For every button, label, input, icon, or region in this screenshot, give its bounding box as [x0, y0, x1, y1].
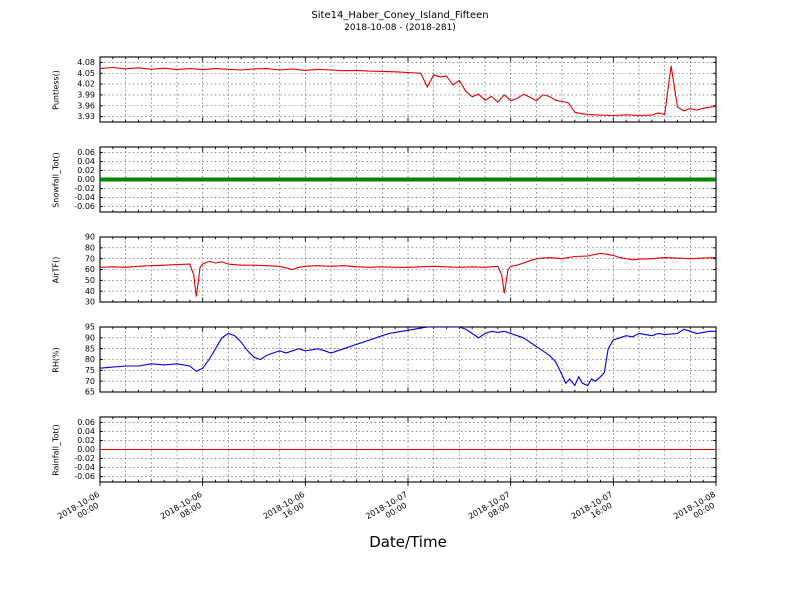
svg-text:95: 95: [85, 323, 95, 332]
svg-text:85: 85: [85, 344, 95, 353]
svg-text:2018-10-0708:00: 2018-10-0708:00: [467, 490, 516, 529]
svg-text:70: 70: [85, 254, 95, 263]
svg-text:3.96: 3.96: [77, 101, 95, 110]
svg-text:2018-10-0600:00: 2018-10-0600:00: [56, 490, 105, 529]
svg-text:50: 50: [85, 276, 95, 285]
svg-text:-0.06: -0.06: [74, 202, 95, 211]
svg-text:4.05: 4.05: [77, 69, 95, 78]
svg-text:90: 90: [85, 233, 95, 242]
svg-text:2018-10-0716:00: 2018-10-0716:00: [570, 490, 619, 529]
svg-text:0.02: 0.02: [77, 166, 95, 175]
svg-text:60: 60: [85, 265, 95, 274]
svg-text:2018-10-0616:00: 2018-10-0616:00: [262, 490, 311, 529]
svg-text:2018-10-0800:00: 2018-10-0800:00: [672, 490, 721, 529]
svg-text:0.00: 0.00: [77, 175, 95, 184]
svg-text:40: 40: [85, 287, 95, 296]
svg-text:0.06: 0.06: [77, 148, 95, 157]
svg-text:90: 90: [85, 333, 95, 342]
svg-text:-0.02: -0.02: [74, 184, 95, 193]
svg-text:0.02: 0.02: [77, 436, 95, 445]
svg-text:-0.04: -0.04: [74, 193, 95, 202]
svg-text:75: 75: [85, 366, 95, 375]
chart-subtitle: 2018-10-08 - (2018-281): [344, 23, 456, 33]
svg-text:0.04: 0.04: [77, 427, 95, 436]
svg-text:0.04: 0.04: [77, 157, 95, 166]
svg-text:2018-10-0608:00: 2018-10-0608:00: [159, 490, 208, 529]
svg-text:4.02: 4.02: [77, 80, 95, 89]
chart-title: Site14_Haber_Coney_Island_Fifteen: [311, 10, 489, 21]
x-axis-title: Date/Time: [369, 533, 447, 551]
svg-text:2018-10-0700:00: 2018-10-0700:00: [364, 490, 413, 529]
svg-text:-0.02: -0.02: [74, 454, 95, 463]
svg-text:-0.06: -0.06: [74, 472, 95, 481]
svg-text:70: 70: [85, 377, 95, 386]
svg-text:0.06: 0.06: [77, 418, 95, 427]
svg-text:80: 80: [85, 355, 95, 364]
svg-text:4.08: 4.08: [77, 58, 95, 67]
svg-text:3.93: 3.93: [77, 112, 95, 121]
svg-text:0.00: 0.00: [77, 445, 95, 454]
svg-text:65: 65: [85, 388, 95, 397]
svg-text:80: 80: [85, 243, 95, 252]
svg-text:30: 30: [85, 298, 95, 307]
svg-text:3.99: 3.99: [77, 91, 95, 100]
svg-text:-0.04: -0.04: [74, 463, 95, 472]
